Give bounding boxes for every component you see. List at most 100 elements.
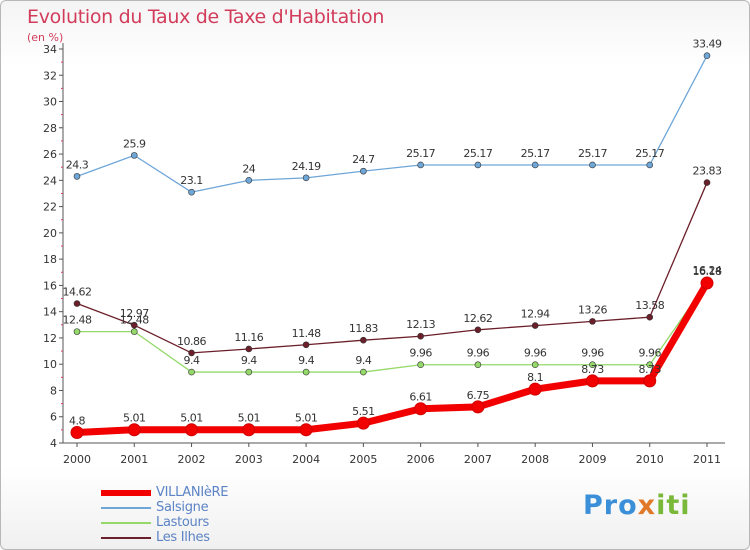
data-point-salsigne — [417, 161, 424, 169]
x-tick-label: 2003 — [235, 453, 263, 466]
data-point-lastours — [531, 361, 539, 369]
series-line-salsigne — [76, 55, 708, 193]
data-point-villani-re — [185, 423, 199, 437]
data-label-les-ilhes: 12.97 — [120, 307, 149, 320]
data-label-salsigne: 25.17 — [578, 147, 607, 160]
data-label-salsigne: 24 — [242, 162, 255, 175]
y-tick-label: 10 — [43, 358, 57, 371]
x-tick-label: 2002 — [178, 453, 206, 466]
proxiti-logo: Proxiti — [583, 490, 691, 521]
data-point-villani-re — [70, 425, 84, 439]
data-point-salsigne — [531, 161, 539, 169]
x-tick-label: 2004 — [292, 453, 320, 466]
data-label-lastours: 9.96 — [467, 347, 490, 360]
y-tick-label: 20 — [43, 227, 57, 240]
data-label-villani-re: 16.18 — [693, 265, 722, 278]
data-point-les-ilhes — [417, 332, 424, 340]
data-point-les-ilhes — [589, 318, 596, 325]
data-point-lastours — [417, 361, 424, 369]
data-label-salsigne: 25.9 — [123, 137, 146, 150]
data-label-les-ilhes: 10.86 — [177, 335, 206, 348]
y-tick-label: 8 — [50, 384, 57, 397]
x-tick-label: 2011 — [693, 453, 721, 466]
legend-label: VILLANIèRE — [156, 485, 229, 500]
data-point-lastours — [245, 368, 253, 376]
legend-item-villaniere[interactable]: VILLANIèRE — [101, 485, 301, 501]
data-label-lastours: 12.48 — [120, 314, 149, 327]
y-tick-label: 32 — [43, 69, 57, 82]
x-tick-label: 2009 — [578, 453, 606, 466]
legend-item-les-ilhes[interactable]: Les Ilhes — [101, 530, 301, 546]
y-tick-label: 6 — [50, 411, 57, 424]
data-label-salsigne: 33.49 — [693, 38, 722, 51]
data-point-salsigne — [703, 52, 711, 59]
legend-item-salsigne[interactable]: Salsigne — [101, 500, 301, 516]
data-label-lastours: 9.4 — [184, 354, 200, 367]
data-label-lastours: 9.96 — [638, 347, 661, 360]
y-tick-label: 28 — [43, 122, 57, 135]
data-label-lastours: 12.48 — [63, 314, 92, 327]
data-label-villani-re: 5.51 — [352, 405, 375, 418]
data-label-salsigne: 23.1 — [180, 174, 203, 187]
data-point-les-ilhes — [245, 345, 253, 353]
data-label-les-ilhes: 11.83 — [349, 322, 378, 335]
data-label-lastours: 9.96 — [409, 347, 432, 360]
chart-title: Evolution du Taux de Taxe d'Habitation — [27, 6, 385, 28]
data-point-lastours — [130, 328, 138, 335]
data-label-villani-re: 4.8 — [69, 414, 85, 427]
data-point-villani-re — [528, 382, 542, 396]
data-label-les-ilhes: 11.48 — [292, 327, 321, 340]
data-point-lastours — [646, 361, 654, 369]
data-label-salsigne: 24.7 — [352, 153, 375, 166]
data-point-villani-re — [356, 416, 370, 430]
data-label-salsigne: 24.19 — [292, 160, 321, 173]
legend-swatch — [101, 537, 151, 539]
y-tick-label: 24 — [43, 174, 57, 187]
data-label-les-ilhes: 12.13 — [406, 318, 435, 331]
data-point-villani-re — [299, 423, 313, 437]
data-point-lastours — [188, 368, 195, 376]
data-label-villani-re: 6.75 — [467, 389, 490, 402]
data-label-lastours: 9.4 — [241, 354, 257, 367]
data-point-lastours — [360, 368, 367, 376]
data-label-villani-re: 8.73 — [581, 363, 604, 376]
data-point-salsigne — [73, 173, 81, 180]
data-point-salsigne — [130, 152, 138, 159]
data-label-salsigne: 25.17 — [521, 147, 550, 160]
x-tick-label: 2006 — [407, 453, 435, 466]
y-tick-label: 34 — [43, 43, 57, 56]
data-label-salsigne: 25.17 — [406, 147, 435, 160]
data-label-lastours: 9.4 — [355, 354, 371, 367]
data-label-villani-re: 8.73 — [638, 363, 661, 376]
data-point-salsigne — [302, 174, 310, 182]
data-label-salsigne: 25.17 — [635, 147, 664, 160]
data-point-les-ilhes — [360, 336, 367, 344]
data-point-salsigne — [646, 161, 654, 169]
chart-subtitle: (en %) — [27, 31, 64, 44]
data-point-lastours — [474, 361, 482, 369]
legend-label: Lastours — [156, 515, 209, 530]
data-point-les-ilhes — [703, 179, 711, 186]
y-tick-label: 16 — [43, 279, 57, 292]
data-point-les-ilhes — [646, 313, 654, 321]
legend-label: Salsigne — [156, 500, 209, 515]
data-point-les-ilhes — [130, 321, 138, 329]
data-label-salsigne: 24.3 — [66, 158, 89, 171]
data-point-salsigne — [589, 161, 596, 169]
y-tick-label: 18 — [43, 253, 57, 266]
x-tick-label: 2008 — [521, 453, 549, 466]
data-point-les-ilhes — [474, 326, 482, 334]
data-label-villani-re: 5.01 — [180, 412, 203, 425]
data-point-villani-re — [471, 400, 485, 414]
y-tick-label: 12 — [43, 332, 57, 345]
data-point-villani-re — [242, 423, 256, 437]
y-tick-label: 14 — [43, 306, 57, 319]
series-line-les-ilhes — [76, 182, 708, 354]
legend-item-lastours[interactable]: Lastours — [101, 515, 301, 531]
data-label-les-ilhes: 13.58 — [635, 299, 664, 312]
data-label-les-ilhes: 23.83 — [693, 165, 722, 178]
series-line-lastours — [77, 281, 708, 373]
axes: 4 6 8 10 12 14 16 18 20 22 24 26 28 30 32 34 2000 2001 200… — [43, 43, 725, 466]
